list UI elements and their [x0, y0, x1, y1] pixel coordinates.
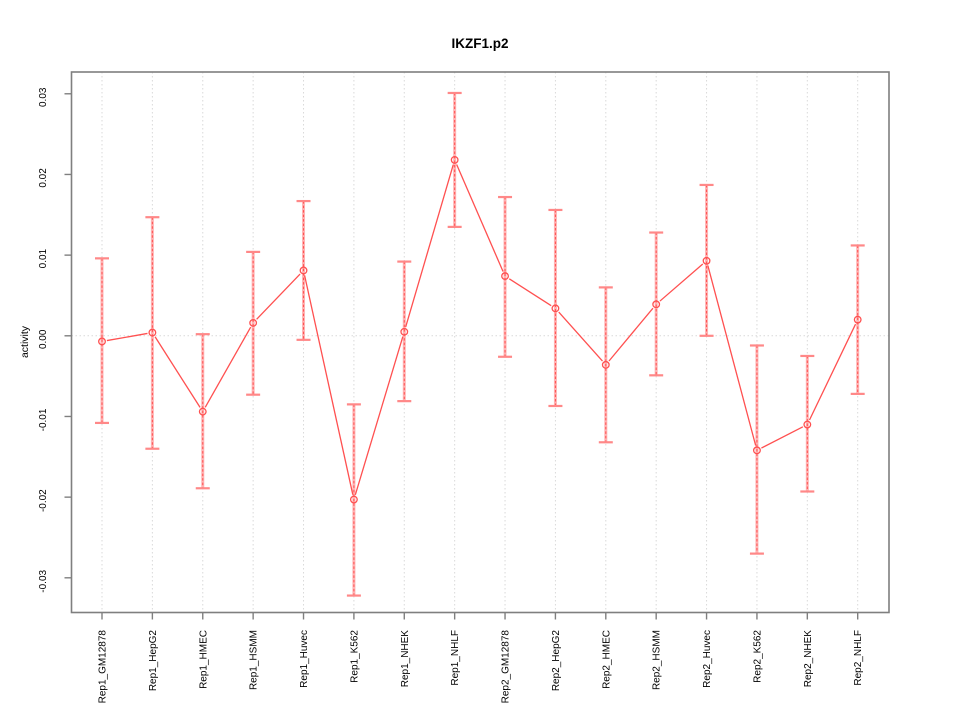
data-point-marker: [501, 272, 509, 281]
x-tick-label: Rep2_HMEC: [601, 630, 612, 689]
data-point-marker: [299, 266, 308, 275]
x-tick-label: Rep1_HMEC: [198, 630, 209, 689]
series-segment: [354, 336, 404, 495]
data-series-layer: [95, 91, 865, 597]
data-point-marker: [450, 155, 459, 164]
data-point-marker: [803, 420, 812, 429]
y-tick-label: 0.00: [38, 329, 49, 349]
x-tick-label: Rep1_NHLF: [450, 630, 461, 686]
series-segment: [707, 265, 757, 446]
y-tick-label: 0.01: [38, 248, 49, 268]
data-point-marker: [400, 327, 409, 336]
y-tick-label: -0.03: [38, 569, 49, 592]
series-segment: [405, 164, 454, 328]
x-tick-label: Rep2_GM12878: [501, 630, 512, 704]
y-tick-label: 0.02: [38, 168, 49, 188]
x-tick-label: Rep2_NHEK: [803, 630, 814, 688]
series-segment: [558, 311, 603, 362]
grid-layer: [71, 72, 889, 613]
y-tick-label: -0.02: [38, 489, 49, 512]
series-segment: [456, 164, 504, 272]
x-tick-label: Rep2_K562: [752, 630, 763, 683]
data-point-marker: [551, 304, 560, 313]
series-segment: [303, 275, 354, 495]
plot-frame: [70, 71, 890, 614]
x-tick-label: Rep2_HSMM: [652, 630, 663, 690]
x-tick-label: Rep2_HepG2: [551, 630, 562, 692]
series-segment: [608, 307, 654, 362]
data-point-marker: [198, 407, 207, 416]
data-point-marker: [349, 495, 358, 504]
x-tick-label: Rep1_HSMM: [249, 630, 260, 690]
y-tick-label: 0.03: [38, 87, 49, 107]
x-tick-label: Rep1_HepG2: [148, 630, 159, 692]
x-tick-label: Rep1_NHEK: [400, 630, 411, 688]
data-point-marker: [148, 328, 157, 337]
series-segment: [659, 263, 704, 302]
series-segment: [204, 326, 252, 408]
y-tick-label: -0.01: [38, 408, 49, 431]
data-point-marker: [98, 337, 106, 346]
axis-layer: 0.03 0.02 0.01 0.00 -0.01 -0.02 -0.03 Rep1_GM12…: [38, 71, 890, 704]
x-tick-label: Rep2_NHLF: [853, 630, 864, 686]
x-tick-label: Rep1_K562: [349, 630, 360, 683]
y-axis-label: activity: [19, 325, 31, 358]
data-point-marker: [752, 446, 761, 455]
series-segment: [761, 426, 804, 449]
x-tick-label: Rep1_Huvec: [299, 630, 310, 688]
x-tick-label: Rep2_Huvec: [702, 630, 713, 688]
data-point-marker: [601, 360, 610, 369]
series-segment: [808, 323, 857, 421]
series-segment: [256, 273, 301, 320]
chart-title: IKZF1.p2: [451, 36, 508, 51]
series-segment: [154, 336, 201, 408]
data-point-marker: [853, 315, 862, 324]
data-point-marker: [249, 318, 258, 327]
series-segment: [106, 332, 148, 342]
series-segment: [508, 278, 552, 307]
data-point-marker: [652, 300, 661, 309]
data-point-marker: [702, 256, 711, 265]
x-tick-label: Rep1_GM12878: [98, 630, 109, 704]
